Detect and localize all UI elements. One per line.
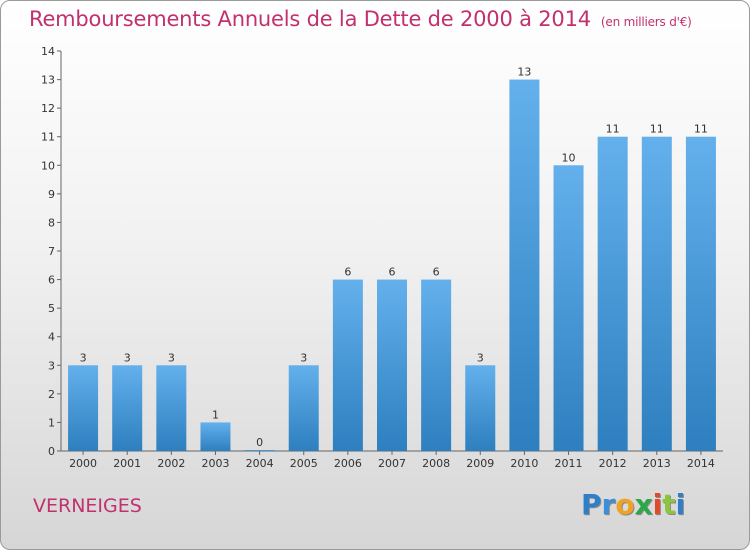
data-label: 0	[256, 436, 263, 449]
y-tick-label: 12	[41, 102, 55, 115]
bar	[332, 279, 363, 451]
data-label: 3	[300, 351, 307, 364]
x-tick-label: 2010	[510, 457, 538, 470]
proxiti-logo: Proxiti	[581, 488, 685, 521]
data-label: 3	[477, 351, 484, 364]
y-tick-label: 1	[48, 416, 55, 429]
y-tick-label: 14	[41, 45, 55, 58]
y-tick-label: 4	[48, 331, 55, 344]
data-label: 1	[212, 408, 219, 421]
x-tick-label: 2009	[466, 457, 494, 470]
bar	[68, 365, 99, 451]
chart-title: Remboursements Annuels de la Dette de 20…	[29, 7, 692, 31]
y-tick-label: 5	[48, 302, 55, 315]
bar	[641, 136, 672, 451]
x-tick-label: 2005	[290, 457, 318, 470]
data-label: 11	[650, 123, 664, 136]
logo-letter: t	[662, 488, 676, 521]
y-tick-label: 6	[48, 274, 55, 287]
x-tick-label: 2003	[201, 457, 229, 470]
x-tick-label: 2006	[334, 457, 362, 470]
data-label: 11	[606, 123, 620, 136]
bar	[112, 365, 143, 451]
y-tick-label: 10	[41, 159, 55, 172]
data-label: 3	[80, 351, 87, 364]
bar	[244, 450, 275, 451]
logo-letter: r	[601, 488, 616, 521]
bar	[288, 365, 319, 451]
bar	[421, 279, 452, 451]
y-tick-label: 3	[48, 359, 55, 372]
x-tick-label: 2002	[157, 457, 185, 470]
data-label: 6	[389, 266, 396, 279]
logo-letter: o	[615, 488, 635, 521]
x-tick-label: 2013	[643, 457, 671, 470]
logo-letter: i	[652, 488, 663, 521]
x-tick-label: 2014	[687, 457, 715, 470]
chart-unit: (en milliers d'€)	[600, 15, 692, 29]
data-label: 10	[562, 151, 576, 164]
bar	[553, 165, 584, 452]
y-tick-label: 13	[41, 74, 55, 87]
bar	[200, 422, 231, 451]
logo-letter: P	[581, 488, 602, 521]
bar	[156, 365, 187, 451]
y-tick-label: 2	[48, 388, 55, 401]
logo-letter: x	[634, 488, 653, 521]
x-tick-label: 2007	[378, 457, 406, 470]
y-tick-label: 8	[48, 216, 55, 229]
y-tick-label: 0	[48, 445, 55, 458]
x-tick-label: 2008	[422, 457, 450, 470]
x-tick-label: 2004	[246, 457, 274, 470]
data-label: 11	[694, 123, 708, 136]
x-tick-label: 2001	[113, 457, 141, 470]
data-label: 6	[433, 266, 440, 279]
logo-letter: i	[675, 488, 686, 521]
commune-name: VERNEIGES	[33, 495, 142, 517]
chart-title-text: Remboursements Annuels de la Dette de 20…	[29, 7, 591, 31]
x-tick-label: 2000	[69, 457, 97, 470]
data-label: 3	[124, 351, 131, 364]
x-tick-label: 2011	[555, 457, 583, 470]
data-label: 13	[517, 66, 531, 79]
bar	[685, 136, 716, 451]
x-tick-label: 2012	[599, 457, 627, 470]
bar	[377, 279, 407, 451]
bar	[465, 365, 496, 451]
y-tick-label: 9	[48, 188, 55, 201]
y-tick-label: 11	[41, 131, 55, 144]
bar	[597, 136, 628, 451]
bar	[509, 79, 540, 452]
data-label: 6	[344, 266, 351, 279]
data-label: 3	[168, 351, 175, 364]
y-tick-label: 7	[48, 245, 55, 258]
